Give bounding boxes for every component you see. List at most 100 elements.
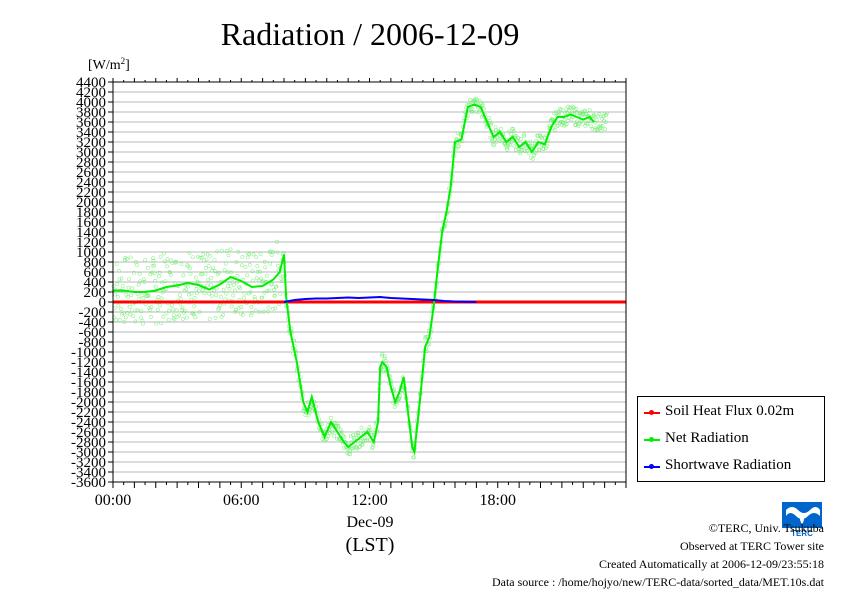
net-radiation-point: [177, 313, 182, 318]
net-radiation-point: [184, 287, 189, 292]
net-radiation-point: [329, 416, 333, 420]
net-radiation-point: [143, 258, 147, 263]
net-radiation-point: [146, 293, 151, 298]
net-radiation-point: [271, 287, 276, 292]
net-radiation-point: [397, 396, 402, 401]
legend-item-net-radiation: Net Radiation: [638, 430, 824, 450]
net-radiation-point: [539, 135, 543, 140]
net-radiation-point: [161, 251, 166, 256]
net-radiation-point: [574, 107, 579, 111]
net-radiation-point: [273, 293, 277, 298]
net-radiation-point: [499, 126, 503, 131]
net-radiation-point: [580, 121, 585, 126]
net-radiation-point: [154, 321, 159, 326]
net-radiation-point: [134, 308, 139, 313]
net-radiation-point: [596, 114, 601, 119]
net-radiation-point: [114, 318, 119, 322]
net-radiation-point: [577, 121, 581, 126]
net-radiation-point: [209, 275, 214, 280]
net-radiation-point: [279, 279, 284, 284]
net-radiation-point: [178, 297, 183, 301]
net-radiation-point: [122, 320, 127, 324]
net-radiation-point: [592, 112, 596, 117]
net-radiation-point: [114, 262, 119, 266]
net-radiation-point: [511, 129, 516, 134]
net-radiation-point: [217, 303, 222, 308]
net-radiation-point: [251, 252, 256, 257]
terc-logo: TERC: [782, 502, 822, 538]
net-radiation-point: [509, 140, 514, 144]
net-radiation-point: [250, 269, 255, 274]
y-tick-label: 800: [84, 255, 107, 271]
net-radiation-point: [243, 265, 248, 270]
y-tick-label: 2200: [76, 185, 106, 201]
net-radiation-point: [493, 125, 498, 130]
net-radiation-point: [177, 293, 182, 297]
net-radiation-point: [536, 148, 541, 152]
legend-label: Shortwave Radiation: [665, 457, 792, 473]
y-tick-label: 2800: [76, 155, 106, 171]
net-radiation-point: [531, 156, 535, 161]
net-radiation-point: [555, 124, 560, 128]
net-radiation-point: [179, 262, 184, 267]
net-radiation-point: [193, 275, 198, 280]
net-radiation-point: [165, 264, 169, 269]
net-radiation-point: [261, 309, 266, 314]
legend-marker: [649, 464, 654, 469]
net-radiation-point: [359, 438, 363, 443]
net-radiation-point: [383, 354, 387, 359]
net-radiation-point: [563, 111, 567, 115]
net-radiation-point: [197, 310, 202, 314]
net-radiation-point: [347, 448, 352, 453]
net-radiation-point: [210, 268, 215, 273]
net-radiation-point: [170, 307, 175, 312]
net-radiation-point: [206, 277, 211, 282]
net-radiation-point: [380, 352, 385, 356]
net-radiation-point: [142, 279, 147, 284]
net-radiation-point: [248, 290, 253, 295]
net-radiation-point: [500, 138, 504, 142]
logo-drop-icon: [800, 513, 804, 524]
legend-label: Net Radiation: [665, 430, 749, 446]
net-radiation-point: [590, 127, 595, 131]
net-radiation-point: [234, 260, 239, 265]
legend-marker: [649, 410, 654, 415]
net-radiation-point: [125, 310, 130, 315]
net-radiation-point: [156, 295, 161, 299]
net-radiation-point: [138, 279, 143, 284]
y-tick-label: -3400: [71, 465, 106, 481]
net-radiation-point: [202, 291, 207, 296]
y-tick-label: 2600: [76, 165, 106, 181]
net-radiation-point: [360, 443, 364, 447]
net-radiation-point: [262, 290, 267, 295]
net-radiation-point: [348, 452, 353, 457]
net-radiation-point: [564, 122, 569, 127]
net-radiation-point: [504, 146, 509, 150]
legend-item-shortwave-radiation: Shortwave Radiation: [638, 457, 824, 477]
x-tick-label: 00:00: [95, 492, 131, 509]
y-tick-label: 3000: [76, 145, 106, 161]
net-radiation-point: [258, 269, 262, 274]
net-radiation-point: [267, 250, 272, 255]
net-radiation-point: [359, 425, 364, 430]
net-radiation-point: [191, 312, 196, 317]
net-radiation-point: [157, 274, 161, 279]
net-radiation-point: [166, 318, 171, 322]
net-radiation-point: [181, 317, 185, 321]
net-radiation-point: [147, 306, 152, 310]
net-radiation-point: [181, 273, 186, 278]
y-tick-label: 600: [84, 265, 107, 281]
net-radiation-point: [189, 291, 194, 296]
net-radiation-point: [357, 445, 362, 450]
net-radiation-point: [208, 283, 213, 287]
net-radiation-point: [227, 286, 232, 291]
net-radiation-point: [161, 314, 166, 319]
net-radiation-point: [112, 315, 116, 320]
net-radiation-point: [198, 255, 203, 260]
net-radiation-point: [153, 284, 158, 289]
net-radiation-point: [236, 305, 241, 310]
net-radiation-point: [342, 435, 347, 440]
net-radiation-point: [117, 277, 122, 282]
net-radiation-point: [168, 273, 173, 278]
